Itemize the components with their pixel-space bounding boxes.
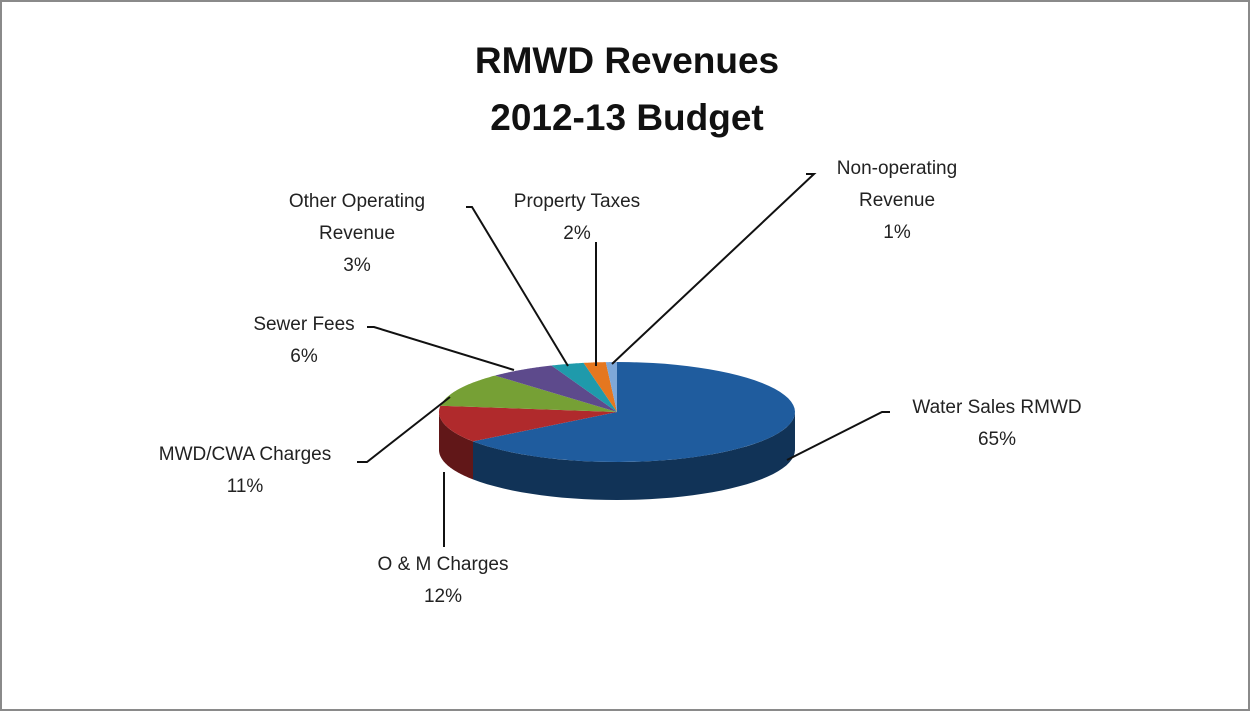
slice-label: Other Operating Revenue 3% [272,186,442,282]
slice [440,375,617,412]
slice [551,362,617,412]
value-label: 6% [290,346,318,367]
slice-label: MWD/CWA Charges 11% [130,439,360,503]
chart-title: RMWD Revenues [474,40,780,81]
leader-line [367,326,515,371]
category-label: Sewer Fees [253,314,355,335]
value-label: 3% [343,255,371,276]
slice-label: Water Sales RMWD 65% [882,392,1112,456]
leader-line [466,206,569,367]
slice [473,362,795,462]
chart-subtitle: 2012-13 Budget [490,97,764,138]
category-label: Property Taxes [513,191,641,212]
slice-label: Property Taxes 2% [477,186,677,250]
category-label: O & M Charges [377,554,509,575]
leader-line [357,396,451,463]
slice-side [473,412,795,500]
category-label: Non-operating Revenue [836,158,958,211]
leader-line [611,173,817,365]
slice-label: Non-operating Revenue 1% [812,153,982,249]
slice-side [439,412,473,480]
slice [605,362,617,412]
category-label: Other Operating Revenue [288,191,426,244]
slice [439,405,617,442]
category-label: Water Sales RMWD [912,397,1082,418]
value-label: 12% [423,586,463,607]
slice [495,365,617,412]
leader-line [786,411,890,461]
category-label: MWD/CWA Charges [158,444,332,465]
value-label: 2% [563,223,591,244]
slice [583,362,617,412]
slice-label: O & M Charges 12% [333,549,553,613]
value-label: 65% [977,429,1017,450]
value-label: 11% [226,476,264,497]
slice-label: Sewer Fees 6% [204,309,404,373]
value-label: 1% [883,222,911,243]
